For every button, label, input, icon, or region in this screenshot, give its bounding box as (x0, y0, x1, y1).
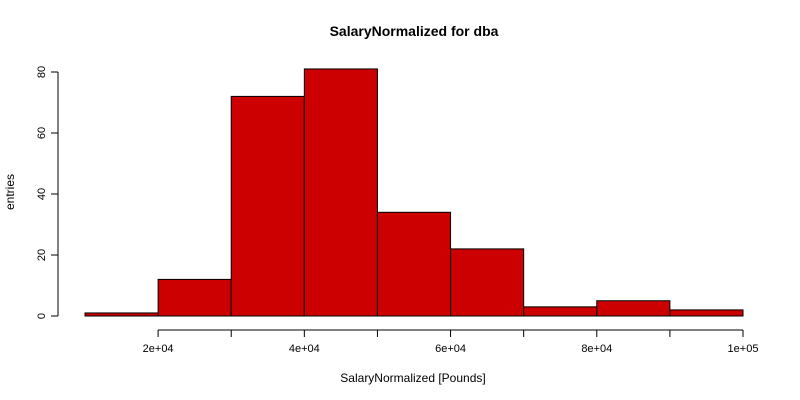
x-tick-label: 1e+05 (728, 343, 759, 355)
histogram-bar (376, 211, 452, 317)
x-tick-label: 4e+04 (289, 343, 320, 355)
histogram-bar (84, 312, 159, 317)
histogram-bar (669, 309, 744, 317)
x-tick-label: 2e+04 (143, 343, 174, 355)
histogram-bar (303, 68, 378, 317)
x-axis-label: SalaryNormalized [Pounds] (340, 371, 485, 385)
y-axis-label: entries (3, 174, 17, 210)
y-tick-label: 80 (36, 66, 48, 78)
histogram-bar (596, 300, 671, 317)
y-tick-label: 60 (36, 127, 48, 139)
histogram-bar (230, 95, 305, 317)
x-tick-label: 6e+04 (435, 343, 466, 355)
histogram-bar (157, 278, 232, 317)
x-axis: 2e+04 4e+04 6e+04 8e+04 1e+05 (143, 329, 759, 355)
y-tick-label: 0 (36, 313, 48, 319)
y-tick-label: 40 (36, 188, 48, 200)
histogram-bar (450, 248, 525, 317)
histogram-bar (523, 306, 598, 317)
histogram-bars (84, 68, 744, 317)
chart-title: SalaryNormalized for dba (330, 23, 499, 39)
y-axis: 0 20 40 60 80 (36, 66, 59, 319)
x-tick-label: 8e+04 (581, 343, 612, 355)
y-tick-label: 20 (36, 249, 48, 261)
